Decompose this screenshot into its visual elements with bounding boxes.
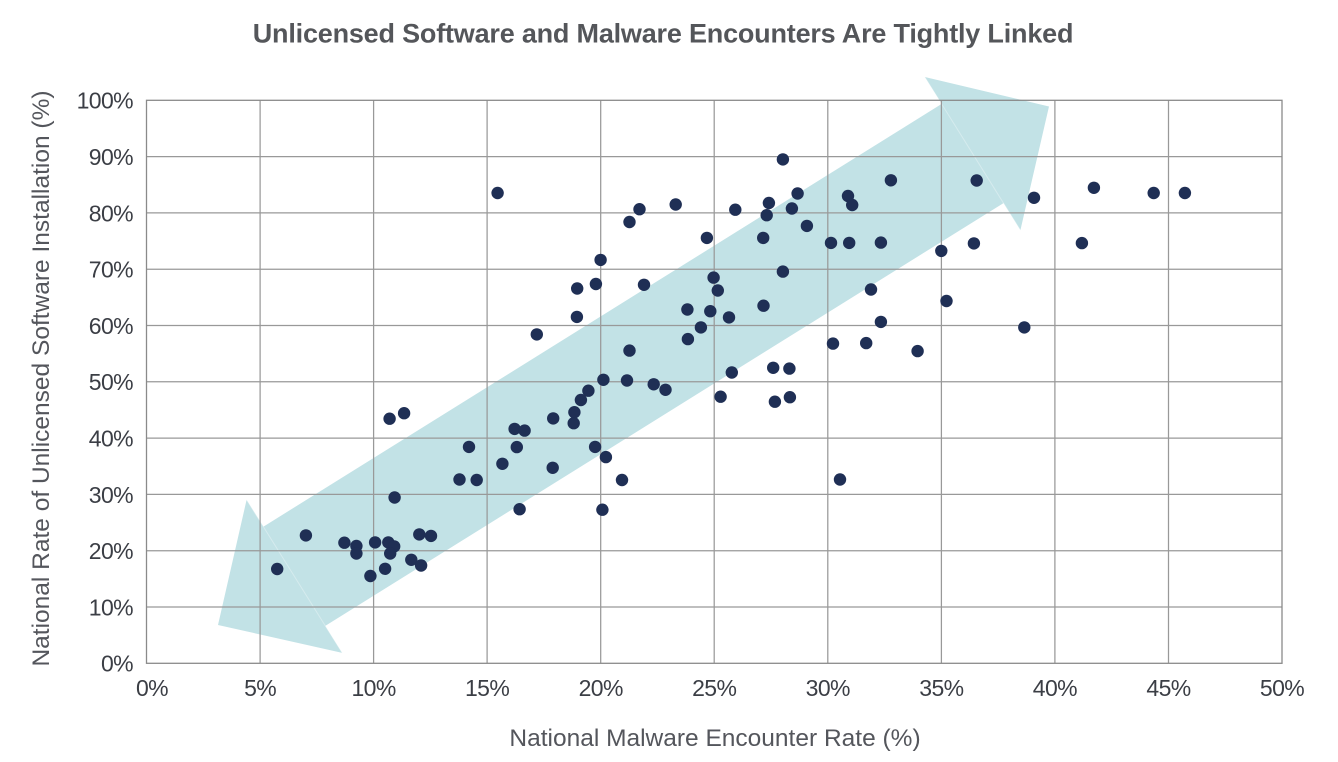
- svg-text:National Malware Encounter Rat: National Malware Encounter Rate (%): [509, 725, 920, 752]
- svg-text:30%: 30%: [806, 675, 850, 701]
- svg-text:National Rate of Unlicensed So: National Rate of Unlicensed Software Ins…: [28, 90, 55, 666]
- svg-text:40%: 40%: [1033, 675, 1077, 701]
- svg-text:10%: 10%: [351, 675, 395, 701]
- svg-text:50%: 50%: [1260, 675, 1304, 701]
- svg-text:90%: 90%: [89, 144, 133, 170]
- svg-text:Unlicensed Software and Malwar: Unlicensed Software and Malware Encounte…: [253, 19, 1074, 49]
- svg-text:35%: 35%: [919, 675, 963, 701]
- svg-text:25%: 25%: [692, 675, 736, 701]
- svg-text:45%: 45%: [1146, 675, 1190, 701]
- svg-text:20%: 20%: [579, 675, 623, 701]
- svg-text:60%: 60%: [89, 313, 133, 339]
- svg-text:50%: 50%: [89, 369, 133, 395]
- svg-text:30%: 30%: [89, 482, 133, 508]
- svg-text:15%: 15%: [465, 675, 509, 701]
- svg-text:10%: 10%: [89, 594, 133, 620]
- svg-text:0%: 0%: [136, 675, 168, 701]
- svg-text:40%: 40%: [89, 426, 133, 452]
- svg-text:5%: 5%: [244, 675, 276, 701]
- svg-text:0%: 0%: [101, 651, 133, 677]
- svg-text:100%: 100%: [77, 88, 134, 114]
- svg-text:70%: 70%: [89, 257, 133, 283]
- svg-text:20%: 20%: [89, 538, 133, 564]
- svg-text:80%: 80%: [89, 200, 133, 226]
